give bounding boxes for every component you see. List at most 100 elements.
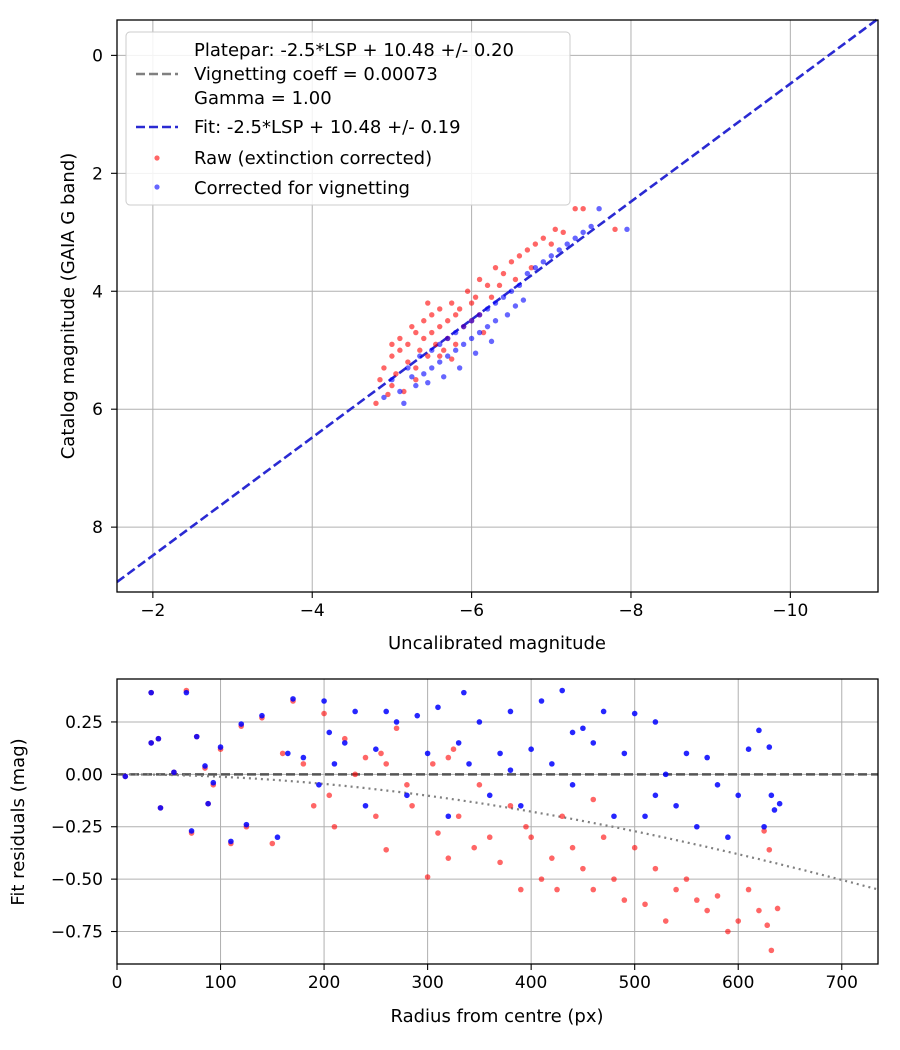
bottom-corrected-point	[528, 746, 534, 753]
bottom-corrected-point	[228, 838, 234, 845]
top-raw-point	[492, 264, 499, 271]
top-raw-point	[441, 347, 447, 353]
top-raw-point	[480, 329, 487, 336]
top-raw-point	[433, 341, 439, 348]
top-raw-point	[429, 329, 435, 336]
bottom-corrected-point	[122, 773, 129, 780]
bottom-raw-point	[383, 761, 389, 767]
top-x-tick-label: −6	[459, 601, 484, 621]
top-raw-point	[373, 400, 379, 406]
bottom-corrected-point	[756, 727, 762, 734]
bottom-corrected-point	[694, 823, 700, 830]
top-raw-point	[425, 353, 431, 359]
top-raw-point	[468, 300, 475, 306]
bottom-corrected-point	[725, 834, 731, 841]
bottom-raw-point	[631, 844, 638, 851]
top-corrected-point	[441, 374, 447, 380]
bottom-reference-lines	[116, 773, 879, 891]
top-raw-point	[500, 270, 507, 277]
bottom-corrected-point	[455, 740, 462, 746]
bottom-x-tick-label: 600	[722, 973, 754, 993]
bottom-corrected-point	[714, 782, 721, 788]
top-raw-point	[484, 282, 491, 289]
top-raw-point	[496, 282, 503, 289]
bottom-corrected-point	[171, 769, 177, 776]
bottom-y-tick-label: −0.50	[51, 870, 103, 890]
bottom-x-tick-label: 100	[204, 973, 236, 993]
top-raw-point	[552, 226, 558, 233]
bottom-corrected-point	[326, 729, 333, 736]
top-corrected-point	[484, 323, 491, 330]
top-corrected-point	[413, 382, 419, 389]
top-raw-point	[572, 206, 578, 212]
bottom-raw-point	[341, 735, 348, 742]
bottom-vignetting-curve	[116, 773, 879, 891]
top-corrected-point	[409, 374, 415, 380]
top-corrected-point	[452, 329, 459, 336]
top-raw-point	[560, 229, 566, 235]
top-raw-point	[385, 391, 391, 398]
top-raw-point	[405, 359, 411, 365]
bottom-raw-point	[774, 905, 781, 912]
top-corrected-point	[476, 329, 483, 336]
bottom-corrected-point	[290, 696, 296, 702]
top-corrected-point	[405, 365, 411, 371]
bottom-corrected-point	[652, 719, 659, 725]
bottom-raw-point	[404, 782, 410, 788]
top-x-tick-label: −8	[618, 601, 643, 621]
top-y-tick-label: 2	[92, 164, 103, 184]
bottom-corrected-point	[205, 800, 211, 807]
bottom-raw-point	[538, 876, 545, 882]
bottom-raw-point	[429, 761, 436, 767]
top-raw-point	[476, 276, 483, 283]
top-corrected-point	[456, 365, 463, 371]
bottom-corrected-point	[466, 761, 472, 767]
bottom-corrected-point	[735, 792, 742, 799]
bottom-corrected-point	[486, 792, 493, 799]
bottom-corrected-point	[766, 744, 773, 750]
bottom-x-ticks: 0 100 200 300 400 500 600 700	[112, 964, 858, 993]
legend-corrected-marker-icon	[154, 184, 160, 190]
top-corrected-point	[532, 264, 539, 271]
top-y-tick-label: 6	[92, 400, 103, 420]
bottom-raw-point	[450, 746, 457, 753]
bottom-axes-frame	[116, 678, 879, 965]
bottom-raw-point	[725, 928, 731, 935]
bottom-corrected-point	[393, 719, 400, 725]
bottom-corrected-point	[761, 823, 767, 830]
bottom-raw-point	[310, 802, 317, 809]
top-axes-frame	[116, 19, 879, 593]
top-corrected-point	[381, 394, 387, 401]
bottom-raw-point	[590, 886, 597, 893]
bottom-raw-point	[768, 947, 775, 954]
top-raw-point	[444, 318, 451, 324]
top-raw-point	[548, 241, 554, 247]
bottom-raw-point	[378, 750, 384, 757]
top-raw-point	[413, 365, 419, 371]
top-corrected-point	[437, 359, 443, 365]
top-corrected-point	[389, 377, 395, 383]
top-raw-point	[508, 259, 515, 265]
bottom-corrected-point	[621, 750, 628, 757]
top-y-tick-label: 8	[92, 518, 103, 538]
bottom-raw-point	[279, 750, 286, 757]
bottom-x-axis-label: Radius from centre (px)	[390, 1006, 603, 1027]
bottom-corrected-point	[210, 779, 217, 786]
bottom-corrected-point	[569, 782, 576, 788]
bottom-raw-point	[445, 855, 452, 861]
bottom-raw-point	[507, 802, 514, 809]
bottom-raw-point	[673, 886, 679, 893]
top-raw-point	[413, 377, 419, 383]
bottom-corrected-point	[771, 807, 778, 813]
top-corrected-point	[564, 241, 570, 247]
top-corrected-point	[437, 341, 443, 348]
bottom-corrected-point	[341, 740, 348, 746]
top-raw-point	[612, 226, 618, 233]
bottom-corrected-point	[538, 698, 545, 704]
top-corrected-point	[444, 353, 451, 359]
bottom-corrected-point	[217, 744, 224, 750]
top-raw-point	[417, 347, 423, 353]
bottom-x-tick-label: 200	[308, 973, 340, 993]
bottom-corrected-point	[300, 754, 307, 761]
